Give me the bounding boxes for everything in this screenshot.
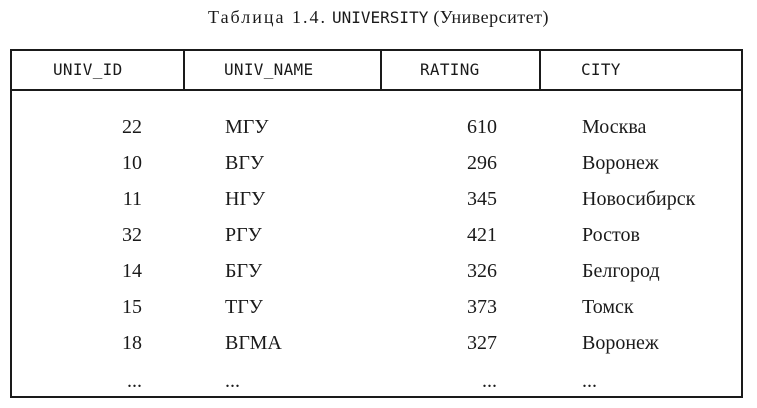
cell-city: Ростов (582, 224, 640, 246)
cell-rating: 296 (467, 152, 497, 174)
cell-city: ... (582, 370, 597, 392)
header-univ-id: UNIV_ID (53, 60, 123, 79)
cell-univ-id: 32 (122, 224, 142, 246)
cell-univ-name: ВГМА (225, 332, 282, 354)
cell-univ-name: РГУ (225, 224, 262, 246)
caption-translation: (Университет) (433, 7, 549, 27)
column-divider (539, 51, 541, 89)
cell-city: Москва (582, 116, 647, 138)
column-divider (380, 51, 382, 89)
cell-city: Новосибирск (582, 188, 696, 210)
university-table: UNIV_ID UNIV_NAME RATING CITY 22 МГУ 610 Мо… (10, 49, 743, 398)
cell-univ-id: 11 (122, 188, 142, 210)
cell-univ-name: ВГУ (225, 152, 265, 174)
table-caption: Таблица 1.4. UNIVERSITY (Университет) (0, 6, 757, 29)
cell-rating: 373 (467, 296, 497, 318)
cell-city: Воронеж (582, 332, 659, 354)
cell-rating: 610 (467, 116, 497, 138)
cell-univ-name: МГУ (225, 116, 269, 138)
cell-univ-id: 14 (122, 260, 142, 282)
cell-city: Томск (582, 296, 634, 318)
cell-univ-id: 22 (122, 116, 142, 138)
header-city: CITY (581, 60, 621, 79)
column-divider (183, 51, 185, 89)
cell-univ-name: БГУ (225, 260, 263, 282)
cell-rating: 326 (467, 260, 497, 282)
caption-table-name: UNIVERSITY (332, 8, 429, 27)
cell-city: Воронеж (582, 152, 659, 174)
cell-univ-name: ТГУ (225, 296, 263, 318)
cell-rating: 327 (467, 332, 497, 354)
cell-univ-name: ... (225, 370, 240, 392)
cell-city: Белгород (582, 260, 660, 282)
caption-label: Таблица 1.4. (208, 7, 327, 27)
table-header-row: UNIV_ID UNIV_NAME RATING CITY (12, 51, 741, 91)
header-univ-name: UNIV_NAME (224, 60, 314, 79)
cell-rating: 421 (467, 224, 497, 246)
cell-univ-id: ... (127, 370, 142, 392)
cell-univ-id: 15 (122, 296, 142, 318)
cell-univ-id: 18 (122, 332, 142, 354)
cell-rating: ... (482, 370, 497, 392)
cell-univ-name: НГУ (225, 188, 266, 210)
cell-univ-id: 10 (122, 152, 142, 174)
header-rating: RATING (420, 60, 480, 79)
cell-rating: 345 (467, 188, 497, 210)
